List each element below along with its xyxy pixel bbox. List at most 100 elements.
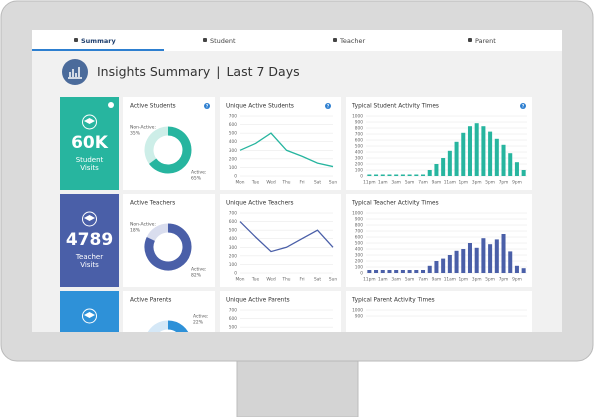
y-tick-label: 700: [229, 211, 237, 217]
stat-tile: [60, 97, 119, 190]
x-tick-label: 3pm: [472, 277, 482, 283]
stat-icon-glyph: [84, 118, 95, 124]
active-tab-indicator: [32, 49, 164, 51]
y-tick-label: 900: [355, 217, 363, 223]
tab-bar: [32, 30, 562, 51]
tab-label[interactable]: Summary: [81, 37, 116, 45]
card-title: Unique Active Teachers: [226, 201, 294, 207]
x-tick-label: 9am: [432, 180, 442, 186]
tab[interactable]: Summary: [74, 37, 116, 45]
x-tick-label: 5am: [405, 277, 415, 283]
bar: [454, 250, 459, 273]
x-tick-label: 7am: [418, 277, 428, 283]
bar: [380, 270, 385, 273]
stat-label: Student: [76, 156, 104, 164]
x-tick-label: 9pm: [512, 277, 522, 283]
y-tick-label: 200: [355, 259, 363, 265]
donut-value-label: 82%: [191, 273, 202, 279]
card: [220, 194, 341, 287]
bar: [407, 174, 412, 176]
bar: [474, 123, 479, 176]
y-tick-label: 600: [355, 235, 363, 241]
bar: [394, 270, 399, 273]
line: [239, 221, 334, 253]
y-tick-label: 800: [355, 223, 363, 229]
tab-label[interactable]: Student: [210, 37, 236, 45]
x-tick-label: Thu: [281, 180, 290, 186]
line: [239, 132, 334, 168]
bar: [461, 132, 466, 176]
help-icon: [204, 103, 210, 109]
x-tick-label: 11am: [444, 277, 456, 283]
y-tick-label: 500: [355, 144, 363, 150]
tab[interactable]: Student: [203, 37, 236, 45]
y-tick-label: 800: [355, 126, 363, 132]
bar: [508, 251, 513, 273]
tab[interactable]: Teacher: [333, 37, 366, 45]
stat-value: 4789: [66, 230, 113, 250]
x-tick-label: 3am: [391, 180, 401, 186]
bar: [374, 174, 379, 176]
card: [220, 291, 341, 332]
card-title: Active Teachers: [130, 201, 175, 207]
bar: [481, 238, 486, 273]
bar: [447, 255, 452, 273]
card-title: Typical Parent Activity Times: [351, 298, 435, 304]
donut-segment: [144, 126, 169, 164]
bar: [434, 261, 439, 273]
y-tick-label: 700: [355, 132, 363, 138]
x-tick-label: 11pm: [363, 277, 375, 283]
header-icon-glyph: [68, 67, 82, 79]
stat-tile: [60, 291, 119, 332]
x-tick-label: Wed: [266, 277, 276, 283]
bar: [421, 174, 426, 176]
y-tick-label: 200: [355, 162, 363, 168]
bar: [467, 126, 472, 176]
donut-label: Non-Active:: [130, 222, 156, 228]
bar: [474, 247, 479, 273]
bar: [514, 265, 519, 273]
x-tick-label: Sun: [329, 180, 337, 186]
x-tick-label: 1am: [378, 277, 388, 283]
y-tick-label: 100: [229, 165, 237, 171]
y-tick-label: 700: [355, 229, 363, 235]
stat-label: Teacher: [75, 253, 103, 261]
y-tick-label: 900: [355, 314, 363, 320]
tab-label[interactable]: Teacher: [339, 37, 366, 45]
donut-segment: [167, 320, 189, 332]
divider: |: [216, 64, 220, 79]
bar: [521, 170, 526, 176]
x-tick-label: 5am: [405, 180, 415, 186]
y-tick-label: 0: [360, 271, 363, 277]
donut-label: Non-Active:: [130, 125, 156, 131]
x-tick-label: Fri: [299, 277, 304, 283]
y-tick-label: 500: [229, 131, 237, 137]
bar: [494, 239, 499, 273]
x-tick-label: 5pm: [485, 180, 495, 186]
dashboard: Insights Summary | Last 7 Days Summary Stud…: [32, 30, 562, 332]
card-title: Unique Active Students: [226, 104, 294, 110]
donut-value-label: 65%: [191, 176, 202, 182]
bar: [400, 174, 405, 176]
y-tick-label: 200: [229, 156, 237, 162]
y-tick-label: 0: [234, 271, 237, 277]
y-tick-label: 600: [229, 316, 237, 322]
bar: [501, 144, 506, 176]
bar: [441, 158, 446, 176]
donut-value-label: 35%: [130, 131, 141, 137]
y-tick-label: 1000: [352, 308, 363, 314]
y-tick-label: 300: [229, 245, 237, 251]
x-tick-label: 5pm: [485, 277, 495, 283]
y-tick-label: 300: [355, 156, 363, 162]
help-icon-text: ?: [522, 103, 525, 108]
y-tick-label: 700: [229, 114, 237, 120]
y-tick-label: 600: [355, 138, 363, 144]
x-tick-label: 9pm: [512, 180, 522, 186]
tab[interactable]: Parent: [468, 37, 496, 45]
card-title: Active Students: [130, 104, 176, 110]
tab-label[interactable]: Parent: [475, 37, 496, 45]
bar: [400, 270, 405, 273]
donut-segment: [146, 223, 169, 242]
bar: [494, 138, 499, 176]
